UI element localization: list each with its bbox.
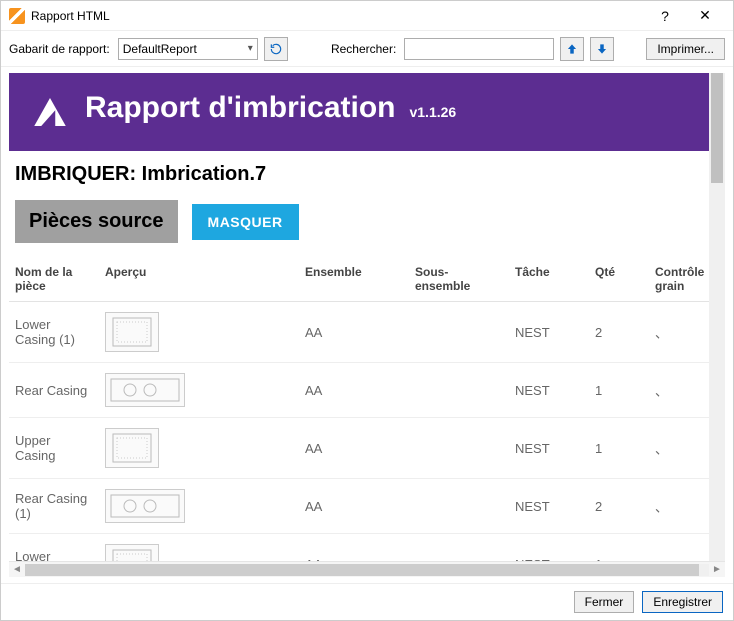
- cell-grain: 、: [649, 302, 709, 363]
- nest-prefix: IMBRIQUER:: [15, 163, 136, 185]
- section-title: Pièces source: [15, 200, 178, 243]
- cell-grain: 、: [649, 363, 709, 418]
- app-icon: [9, 8, 25, 24]
- report-version: v1.1.26: [409, 104, 456, 120]
- arrow-up-icon: [565, 42, 579, 56]
- chevron-down-icon: ▾: [248, 43, 253, 54]
- close-button[interactable]: Fermer: [574, 591, 635, 613]
- part-preview-icon: [105, 428, 159, 468]
- cell-subassembly: [409, 534, 509, 562]
- cell-qty: 1: [589, 363, 649, 418]
- cell-subassembly: [409, 479, 509, 534]
- horizontal-track[interactable]: [25, 564, 709, 576]
- horizontal-scroll-thumb[interactable]: [25, 564, 699, 576]
- help-button[interactable]: ?: [645, 8, 685, 24]
- col-name: Nom de la pièce: [9, 257, 99, 302]
- table-row: Rear Casing (1) AA NEST2、: [9, 479, 709, 534]
- vertical-scrollbar[interactable]: [709, 73, 725, 561]
- search-prev-button[interactable]: [560, 37, 584, 61]
- report-viewport[interactable]: Rapport d'imbrication v1.1.26 IMBRIQUER:…: [9, 73, 709, 561]
- parts-table: Nom de la pièce Aperçu Ensemble Sous-ens…: [9, 257, 709, 561]
- cell-qty: 1: [589, 534, 649, 562]
- col-subassembly: Sous-ensemble: [409, 257, 509, 302]
- cell-grain: 、: [649, 479, 709, 534]
- toolbar: Gabarit de rapport: DefaultReport ▾ Rech…: [1, 31, 733, 67]
- cell-subassembly: [409, 418, 509, 479]
- report-title: Rapport d'imbrication: [85, 91, 395, 125]
- cell-grain: 、: [649, 418, 709, 479]
- cell-task: NEST: [509, 479, 589, 534]
- cell-task: NEST: [509, 534, 589, 562]
- cell-subassembly: [409, 363, 509, 418]
- cell-task: NEST: [509, 302, 589, 363]
- autodesk-logo-icon: [29, 91, 71, 133]
- section-header-row: Pièces source MASQUER: [9, 196, 709, 257]
- col-grain: Contrôle grain: [649, 257, 709, 302]
- nest-name: Imbrication.7: [142, 163, 266, 185]
- cell-assembly: AA: [299, 479, 409, 534]
- horizontal-scrollbar[interactable]: ◄ ►: [9, 561, 725, 577]
- search-label: Rechercher:: [331, 42, 396, 56]
- col-qty: Qté: [589, 257, 649, 302]
- cell-preview: [99, 534, 299, 562]
- window-title: Rapport HTML: [31, 9, 645, 23]
- col-preview: Aperçu: [99, 257, 299, 302]
- cell-name: Rear Casing: [9, 363, 99, 418]
- report-banner: Rapport d'imbrication v1.1.26: [9, 73, 709, 151]
- refresh-icon: [269, 42, 283, 56]
- table-row: Upper Casing AA NEST1、: [9, 418, 709, 479]
- part-preview-icon: [105, 489, 185, 523]
- cell-name: Upper Casing: [9, 418, 99, 479]
- cell-name: Lower Casing (1): [9, 302, 99, 363]
- scroll-left-icon[interactable]: ◄: [9, 564, 25, 575]
- content-area: Rapport d'imbrication v1.1.26 IMBRIQUER:…: [1, 67, 733, 583]
- col-assembly: Ensemble: [299, 257, 409, 302]
- cell-assembly: AA: [299, 302, 409, 363]
- refresh-button[interactable]: [264, 37, 288, 61]
- print-button[interactable]: Imprimer...: [646, 38, 725, 60]
- cell-assembly: AA: [299, 534, 409, 562]
- cell-name: Lower Casing: [9, 534, 99, 562]
- cell-qty: 2: [589, 302, 649, 363]
- cell-name: Rear Casing (1): [9, 479, 99, 534]
- table-row: Lower Casing (1) AA NEST2、: [9, 302, 709, 363]
- cell-qty: 2: [589, 479, 649, 534]
- table-row: Lower Casing AA NEST1、: [9, 534, 709, 562]
- cell-assembly: AA: [299, 363, 409, 418]
- template-label: Gabarit de rapport:: [9, 42, 110, 56]
- cell-preview: [99, 479, 299, 534]
- close-window-button[interactable]: ✕: [685, 7, 725, 24]
- save-button[interactable]: Enregistrer: [642, 591, 723, 613]
- cell-task: NEST: [509, 363, 589, 418]
- arrow-down-icon: [595, 42, 609, 56]
- scroll-right-icon[interactable]: ►: [709, 564, 725, 575]
- titlebar: Rapport HTML ? ✕: [1, 1, 733, 31]
- cell-task: NEST: [509, 418, 589, 479]
- part-preview-icon: [105, 544, 159, 561]
- table-row: Rear Casing AA NEST1、: [9, 363, 709, 418]
- cell-qty: 1: [589, 418, 649, 479]
- dialog-footer: Fermer Enregistrer: [1, 583, 733, 619]
- mask-button[interactable]: MASQUER: [192, 204, 299, 240]
- cell-grain: 、: [649, 534, 709, 562]
- cell-preview: [99, 418, 299, 479]
- template-value: DefaultReport: [123, 42, 197, 56]
- cell-subassembly: [409, 302, 509, 363]
- search-next-button[interactable]: [590, 37, 614, 61]
- search-input[interactable]: [404, 38, 554, 60]
- part-preview-icon: [105, 373, 185, 407]
- vertical-scroll-thumb[interactable]: [711, 73, 723, 183]
- cell-preview: [99, 302, 299, 363]
- cell-preview: [99, 363, 299, 418]
- part-preview-icon: [105, 312, 159, 352]
- nest-heading: IMBRIQUER: Imbrication.7: [9, 151, 709, 196]
- col-task: Tâche: [509, 257, 589, 302]
- cell-assembly: AA: [299, 418, 409, 479]
- template-select[interactable]: DefaultReport ▾: [118, 38, 258, 60]
